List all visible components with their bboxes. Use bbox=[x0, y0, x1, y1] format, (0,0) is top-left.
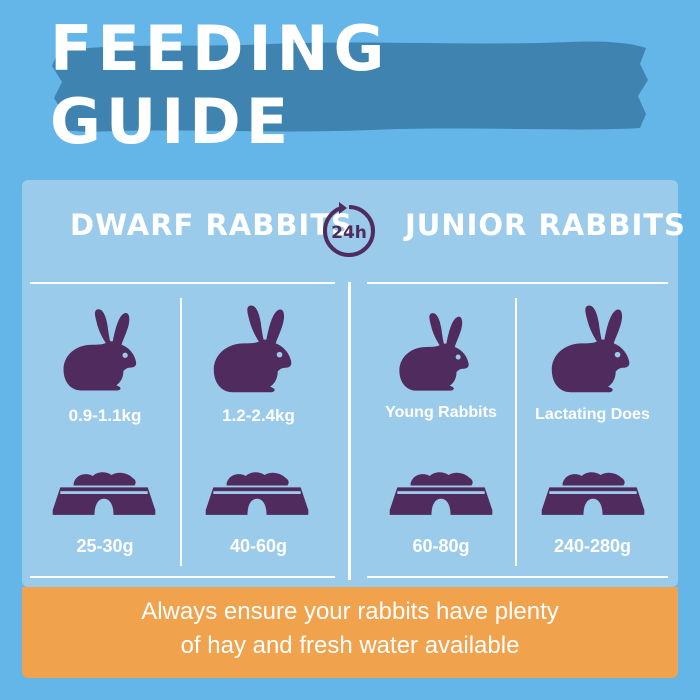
card-2-amount: 40-60g bbox=[229, 536, 288, 556]
divider-card-1-2 bbox=[180, 298, 182, 566]
group-title-junior: JUNIOR RABBITS bbox=[405, 208, 686, 242]
divider-top-left bbox=[30, 282, 335, 284]
page-title: FEEDING GUIDE bbox=[50, 12, 390, 158]
divider-bottom-left bbox=[30, 576, 335, 578]
card-1-label: 0.9-1.1kg bbox=[68, 406, 142, 425]
card-4-label: Lactating Does bbox=[535, 406, 650, 423]
clock-label: 24h bbox=[331, 223, 367, 243]
card-1-amount: 25-30g bbox=[76, 536, 134, 556]
food-bowl-icon bbox=[536, 470, 650, 518]
divider-bottom-right bbox=[367, 576, 668, 578]
rabbit-icon bbox=[396, 310, 480, 394]
footer-line-1: Always ensure your rabbits have plenty bbox=[141, 598, 559, 625]
card-2-label: 1.2-2.4kg bbox=[222, 406, 295, 425]
divider-top-right bbox=[367, 282, 668, 284]
card-3-amount: 60-80g bbox=[412, 536, 470, 556]
footer-banner bbox=[22, 587, 678, 678]
footer-line-2: of hay and fresh water available bbox=[180, 632, 520, 659]
brush-stroke-background bbox=[52, 41, 648, 132]
rabbit-icon bbox=[210, 302, 304, 396]
footer-message: Always ensure your rabbits have plenty o… bbox=[22, 595, 678, 663]
title-banner: FEEDING GUIDE bbox=[50, 12, 650, 158]
divider-card-3-4 bbox=[515, 298, 517, 566]
rabbit-icon bbox=[548, 302, 642, 396]
divider-groups bbox=[348, 282, 351, 580]
food-bowl-icon bbox=[47, 470, 161, 518]
card-4-amount: 240-280g bbox=[553, 536, 632, 556]
group-title-dwarf: DWARF RABBITS bbox=[70, 208, 353, 242]
food-bowl-icon bbox=[200, 470, 314, 518]
food-bowl-icon bbox=[384, 470, 498, 518]
clock-24h-icon: 24h bbox=[313, 200, 385, 262]
rabbit-icon bbox=[60, 306, 148, 394]
card-3-label: Young Rabbits bbox=[385, 404, 497, 421]
